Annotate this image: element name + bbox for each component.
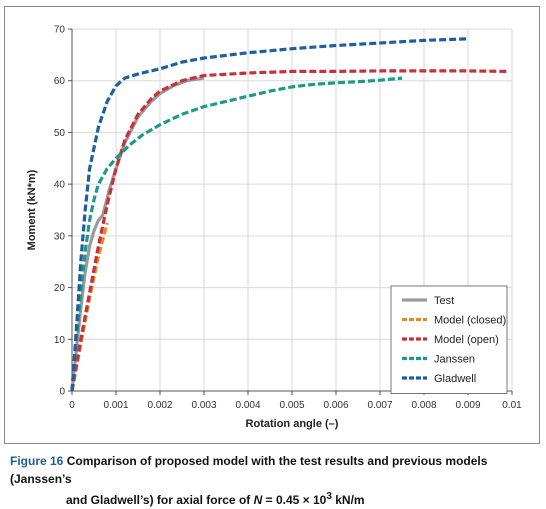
y-tick-label: 50: [54, 128, 66, 139]
figure-caption: Figure 16 Comparison of proposed model w…: [10, 452, 540, 509]
x-tick-label: 0: [69, 400, 75, 411]
series-line-janssen: [70, 76, 403, 392]
figure-frame: 0 0.001 0.002 0.003 0.004 0.005 0.006 0.007 0.00…: [4, 6, 540, 444]
axes: 0 0.001 0.002 0.003 0.004 0.005 0.006 0.007 0.00…: [54, 25, 522, 412]
y-tick-label: 0: [59, 387, 65, 398]
chart: 0 0.001 0.002 0.003 0.004 0.005 0.006 0.007 0.00…: [26, 25, 522, 431]
x-tick-label: 0.002: [147, 400, 172, 411]
y-tick-label: 20: [54, 283, 66, 294]
x-tick-label: 0.006: [323, 400, 348, 411]
y-tick-label: 70: [54, 25, 66, 36]
x-tick-label: 0.001: [103, 400, 128, 411]
series-layer: [70, 37, 508, 392]
y-tick-label: 40: [54, 180, 66, 191]
x-tick-label: 0.004: [235, 400, 260, 411]
x-tick-label: 0.01: [502, 400, 522, 411]
grid: [72, 28, 513, 391]
legend-label-janssen: Janssen: [434, 354, 475, 366]
legend-label-model-open: Model (open): [434, 334, 499, 346]
y-tick-label: 30: [54, 231, 66, 242]
x-tick-label: 0.003: [191, 400, 216, 411]
legend-label-model-closed: Model (closed): [434, 315, 506, 327]
x-tick-label: 0.008: [411, 400, 436, 411]
y-tick-label: 10: [54, 335, 66, 346]
x-axis-label: Rotation angle (–): [246, 418, 339, 430]
caption-symbol: N: [253, 493, 263, 507]
legend-label-gladwell: Gladwell: [434, 373, 476, 385]
caption-line-1: Comparison of proposed model with the te…: [10, 454, 488, 486]
caption-figure-number: Figure 16: [10, 454, 64, 468]
x-tick-label: 0.005: [279, 400, 304, 411]
x-tick-label: 0.007: [367, 400, 392, 411]
y-tick-label: 60: [54, 76, 66, 87]
legend: Test Model (closed) Model (open) Janssen Gla…: [390, 285, 508, 394]
caption-line-2-text: and Gladwell’s) for axial force of: [66, 493, 254, 507]
series-line-model-open: [70, 69, 508, 392]
caption-value: = 0.45 × 10: [262, 493, 327, 507]
series-line-gladwell: [70, 37, 469, 392]
legend-label-test: Test: [434, 295, 454, 307]
y-axis-label: Moment (kN*m): [26, 169, 38, 250]
caption-unit: kN/m: [331, 493, 365, 507]
series-line-test: [70, 76, 205, 392]
x-tick-label: 0.009: [455, 400, 480, 411]
caption-line-2: and Gladwell’s) for axial force of N = 0…: [10, 488, 540, 509]
